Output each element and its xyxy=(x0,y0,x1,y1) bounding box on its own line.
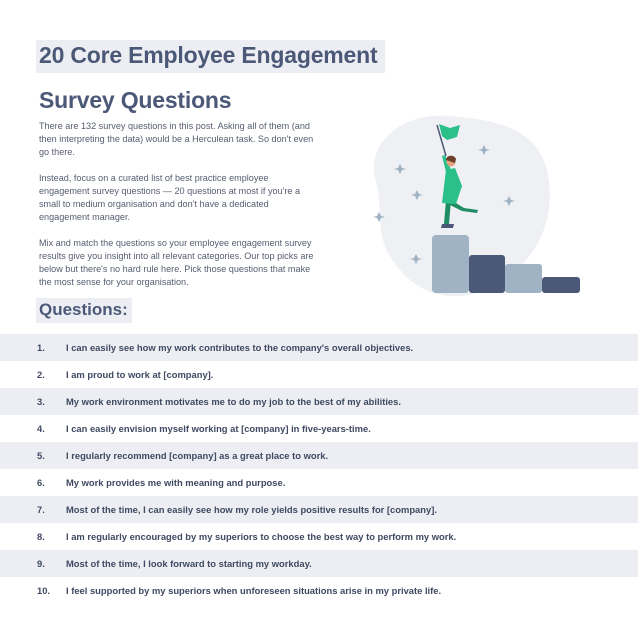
flag xyxy=(439,124,460,140)
question-row: 1. I can easily see how my work contribut… xyxy=(0,334,638,361)
question-text: I can easily envision myself working at … xyxy=(66,423,371,434)
question-row: 5. I regularly recommend [company] as a g… xyxy=(0,442,638,469)
title-block: 20 Core Employee Engagement Survey Quest… xyxy=(36,40,386,114)
background-blob xyxy=(373,115,550,297)
question-number: 8. xyxy=(37,531,45,542)
question-number: 1. xyxy=(37,342,45,353)
question-number: 7. xyxy=(37,504,45,515)
question-text: My work environment motivates me to do m… xyxy=(66,396,401,407)
podium-bar-4 xyxy=(542,277,580,293)
intro-paragraph-1: There are 132 survey questions in this p… xyxy=(39,121,314,157)
question-text: My work provides me with meaning and pur… xyxy=(66,477,286,488)
intro-text: There are 132 survey questions in this p… xyxy=(39,120,319,302)
sparkle-stars xyxy=(373,145,515,264)
podium-bar-2 xyxy=(469,255,505,293)
question-row: 8. I am regularly encouraged by my superi… xyxy=(0,523,638,550)
question-text: I regularly recommend [company] as a gre… xyxy=(66,450,329,461)
questions-list: 1. I can easily see how my work contribut… xyxy=(0,334,638,604)
question-row: 7. Most of the time, I can easily see how… xyxy=(0,496,638,523)
question-row: 10. I feel supported by my superiors when… xyxy=(0,577,638,604)
question-number: 10. xyxy=(37,585,51,596)
questions-heading: Questions: xyxy=(36,298,132,323)
question-row: 4. I can easily envision myself working a… xyxy=(0,415,638,442)
podium-bar-1 xyxy=(432,235,469,293)
question-text: Most of the time, I can easily see how m… xyxy=(66,504,437,515)
question-row: 2. I am proud to work at [company]. xyxy=(0,361,638,388)
question-text: I am proud to work at [company]. xyxy=(66,369,214,380)
question-number: 3. xyxy=(37,396,45,407)
question-row: 9. Most of the time, I look forward to st… xyxy=(0,550,638,577)
intro-paragraph-3: Mix and match the questions so your empl… xyxy=(39,238,314,287)
question-text: I can easily see how my work contributes… xyxy=(66,342,414,353)
question-number: 6. xyxy=(37,477,45,488)
question-number: 5. xyxy=(37,450,45,461)
page-title-line-2: Survey Questions xyxy=(39,87,232,113)
person-with-flag-on-podium-icon xyxy=(354,112,584,297)
podium-bar-3 xyxy=(505,264,542,293)
question-row: 6. My work provides me with meaning and p… xyxy=(0,469,638,496)
question-number: 4. xyxy=(37,423,45,434)
question-text: I am regularly encouraged by my superior… xyxy=(66,531,457,542)
question-row: 3. My work environment motivates me to do… xyxy=(0,388,638,415)
question-text: I feel supported by my superiors when un… xyxy=(66,585,442,596)
question-text: Most of the time, I look forward to star… xyxy=(66,558,312,569)
intro-paragraph-2: Instead, focus on a curated list of best… xyxy=(39,173,301,222)
page-title-line-1: 20 Core Employee Engagement xyxy=(36,40,386,73)
question-number: 9. xyxy=(37,558,45,569)
question-number: 2. xyxy=(37,369,45,380)
